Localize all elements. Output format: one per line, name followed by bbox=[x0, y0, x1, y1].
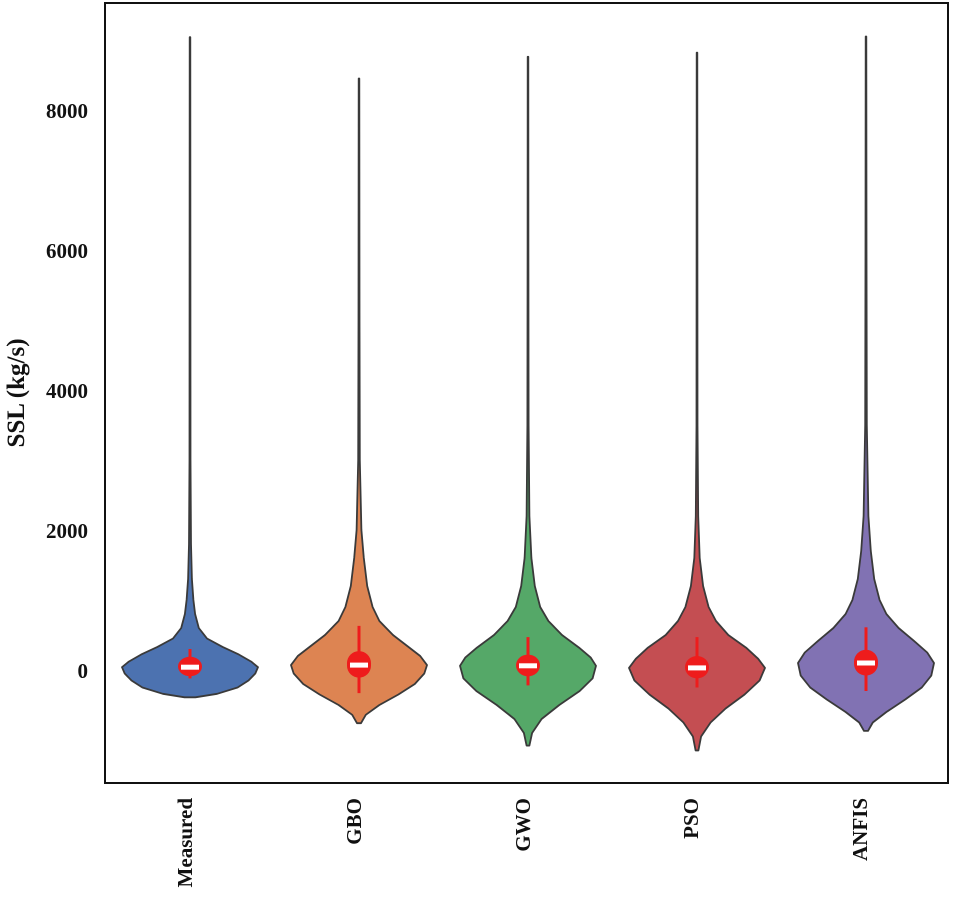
x-tick-label-gwo: GWO bbox=[511, 798, 535, 852]
violin-group-gwo bbox=[459, 55, 597, 747]
median-marker-gwo bbox=[519, 663, 537, 669]
median-marker-measured bbox=[181, 664, 199, 670]
x-tick-label-gbo: GBO bbox=[342, 798, 366, 845]
violin-body-gwo bbox=[459, 55, 597, 747]
y-axis-title: SSL (kg/s) bbox=[3, 338, 30, 447]
violins-layer bbox=[121, 35, 935, 752]
violin-group-measured bbox=[121, 36, 259, 699]
violin-group-pso bbox=[628, 51, 766, 752]
violin-group-gbo bbox=[290, 77, 428, 725]
y-tick-label-8000: 8000 bbox=[46, 99, 88, 123]
y-tick-label-0: 0 bbox=[78, 659, 89, 683]
y-tick-label-2000: 2000 bbox=[46, 519, 88, 543]
median-marker-gbo bbox=[350, 662, 368, 668]
y-axis: 0 2000 4000 6000 8000 SSL (kg/s) bbox=[3, 99, 88, 683]
x-tick-label-pso: PSO bbox=[679, 798, 703, 839]
violin-body-gbo bbox=[290, 77, 428, 725]
violin-body-anfis bbox=[797, 35, 935, 732]
violin-body-pso bbox=[628, 51, 766, 752]
y-tick-label-4000: 4000 bbox=[46, 379, 88, 403]
median-marker-anfis bbox=[857, 660, 875, 666]
x-axis: Measured GBO GWO PSO ANFIS bbox=[173, 798, 872, 888]
y-tick-label-6000: 6000 bbox=[46, 239, 88, 263]
violin-group-anfis bbox=[797, 35, 935, 732]
median-marker-pso bbox=[688, 665, 706, 671]
violin-body-measured bbox=[121, 36, 259, 699]
x-tick-label-anfis: ANFIS bbox=[848, 798, 872, 861]
x-tick-label-measured: Measured bbox=[173, 798, 197, 888]
